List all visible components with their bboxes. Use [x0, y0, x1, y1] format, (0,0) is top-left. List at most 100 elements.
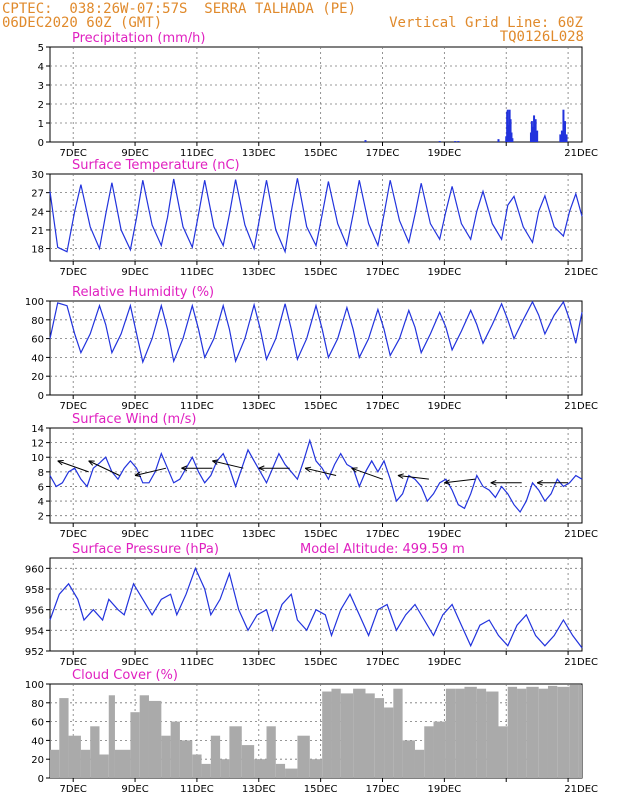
wind-arrow-head — [212, 460, 218, 465]
x-tick-label: 13DEC — [242, 267, 276, 278]
x-tick-label: 11DEC — [180, 529, 214, 540]
precip-bar — [559, 134, 562, 142]
y-tick-label: 18 — [31, 245, 44, 256]
y-tick-label: 40 — [31, 353, 44, 364]
cloud-bar — [179, 740, 193, 778]
wind-arrow-head — [57, 460, 63, 466]
panel-title: Relative Humidity (%) — [72, 285, 214, 300]
cloud-bar — [433, 721, 446, 778]
wind-arrow-head — [181, 465, 188, 469]
cloud-bar — [68, 735, 81, 778]
header-date: 06DEC2020 60Z (GMT) — [2, 15, 163, 31]
y-tick-label: 2 — [38, 512, 44, 523]
x-tick-label: 21DEC — [564, 267, 598, 278]
y-tick-label: 10 — [31, 453, 44, 464]
precip-bar — [565, 134, 568, 142]
cloud-bar — [331, 688, 341, 778]
panel-title: Precipitation (mm/h) — [72, 31, 205, 46]
wind-arrow-head — [258, 465, 265, 469]
wind-arrow-head — [181, 467, 188, 471]
precip-bar — [533, 115, 536, 142]
wind-arrow-head — [444, 479, 450, 484]
x-tick-label: 9DEC — [121, 401, 148, 412]
x-tick-label: 19DEC — [427, 148, 461, 159]
x-tick-label: 7DEC — [60, 657, 87, 668]
cloud-bar — [210, 735, 221, 778]
cloud-bar — [569, 684, 579, 778]
x-tick-label: 9DEC — [121, 529, 148, 540]
y-tick-label: 60 — [31, 718, 44, 729]
x-tick-label: 7DEC — [60, 401, 87, 412]
cloud-bar — [445, 688, 456, 778]
cloud-bar — [114, 749, 131, 778]
cloud-bar — [365, 693, 375, 778]
precip-bar — [563, 121, 566, 142]
y-tick-label: 0 — [38, 138, 44, 149]
x-tick-label: 21DEC — [564, 784, 598, 795]
precip-bar — [534, 119, 537, 142]
cloud-bar — [285, 768, 298, 778]
y-tick-label: 8 — [38, 468, 44, 479]
x-tick-label: 7DEC — [60, 784, 87, 795]
x-tick-label: 11DEC — [180, 784, 214, 795]
cloud-bar — [424, 726, 434, 778]
x-tick-label: 17DEC — [366, 148, 400, 159]
wind-arrow — [134, 467, 167, 476]
cloud-bar — [414, 749, 425, 778]
y-tick-label: 12 — [31, 439, 44, 450]
cloud-bar — [148, 700, 162, 778]
x-tick-label: 15DEC — [304, 784, 338, 795]
panel-title: Cloud Cover (%) — [72, 668, 178, 683]
x-tick-label: 15DEC — [304, 529, 338, 540]
cloud-bar — [526, 686, 539, 778]
x-tick-label: 19DEC — [427, 784, 461, 795]
y-tick-label: 6 — [38, 482, 44, 493]
cloud-bar — [170, 721, 180, 778]
wind-arrow-head — [134, 471, 141, 476]
y-tick-label: 100 — [25, 297, 44, 308]
wind-arrow — [212, 460, 244, 469]
y-tick-label: 1 — [38, 119, 44, 130]
precip-bar — [364, 140, 367, 142]
x-tick-label: 17DEC — [366, 529, 400, 540]
x-tick-label: 21DEC — [564, 148, 598, 159]
wind-arrow — [351, 467, 383, 480]
x-tick-label: 15DEC — [304, 401, 338, 412]
x-tick-label: 19DEC — [427, 267, 461, 278]
precip-bar — [536, 130, 539, 142]
y-tick-label: 100 — [25, 680, 44, 691]
x-tick-label: 21DEC — [564, 401, 598, 412]
precip-bar — [560, 130, 563, 142]
cloud-bar — [393, 688, 403, 778]
panel-title: Surface Wind (m/s) — [72, 412, 196, 427]
wind-arrow — [57, 460, 89, 473]
cloud-bar — [557, 686, 570, 778]
x-tick-label: 11DEC — [180, 401, 214, 412]
precip-bar — [511, 138, 514, 142]
precip-bar — [510, 132, 513, 142]
cloud-bar — [322, 691, 332, 778]
cloud-bar — [275, 763, 286, 778]
wind-arrow — [397, 475, 429, 480]
y-tick-label: 20 — [31, 372, 44, 383]
cloud-bar — [130, 712, 140, 778]
y-tick-label: 40 — [31, 736, 44, 747]
y-tick-label: 5 — [38, 43, 44, 54]
y-tick-label: 24 — [31, 207, 44, 218]
panel-frame — [49, 173, 583, 262]
cloud-bar — [486, 691, 499, 778]
wind-arrow — [305, 467, 337, 476]
x-tick-label: 19DEC — [427, 657, 461, 668]
x-tick-label: 13DEC — [242, 784, 276, 795]
precip-bar — [562, 109, 565, 142]
x-tick-label: 15DEC — [304, 148, 338, 159]
header-station: CPTEC: 038:26W-07:57S SERRA TALHADA (PE) — [2, 1, 357, 17]
x-tick-label: 9DEC — [121, 267, 148, 278]
panel-title: Surface Pressure (hPa) — [72, 542, 219, 557]
cloud-bar — [464, 686, 477, 778]
y-tick-label: 60 — [31, 335, 44, 346]
series-line — [49, 300, 583, 365]
x-tick-label: 11DEC — [180, 657, 214, 668]
precip-bar — [454, 141, 457, 142]
